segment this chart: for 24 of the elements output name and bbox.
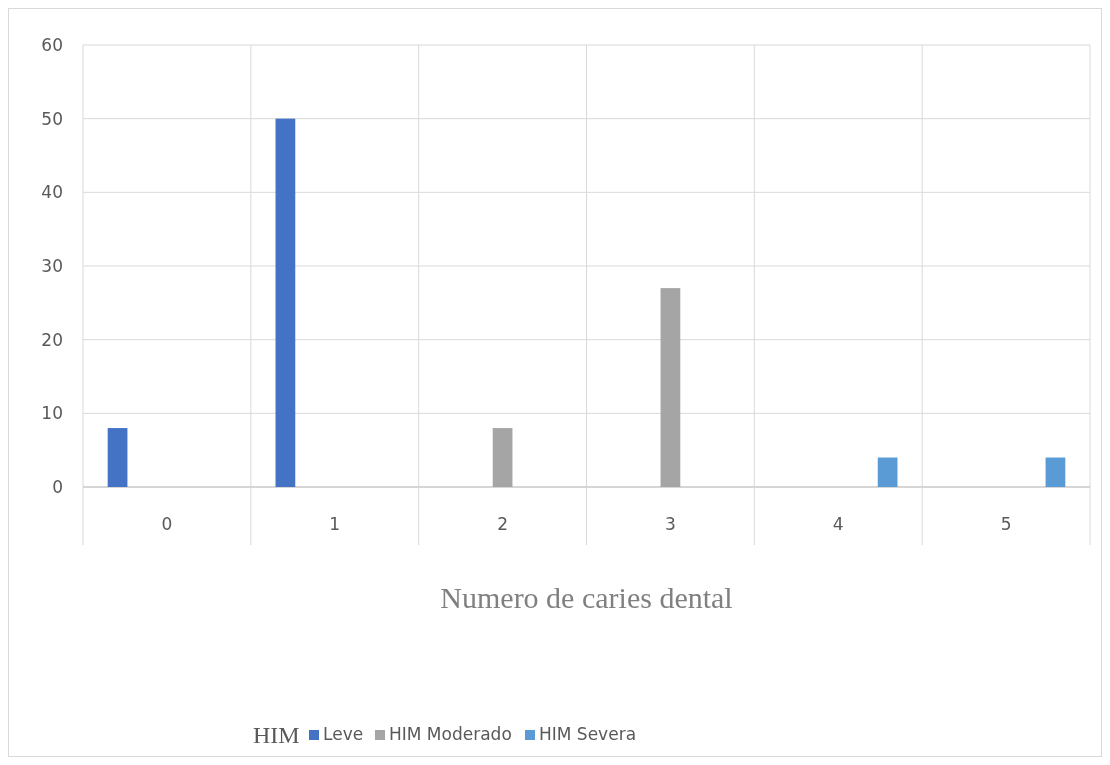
legend-label: HIM Severa — [539, 724, 637, 744]
x-tick-label: 1 — [329, 514, 341, 534]
y-tick-label: 10 — [41, 403, 63, 424]
x-tick-label: 0 — [161, 514, 173, 534]
x-axis-title: Numero de caries dental — [440, 581, 733, 614]
y-tick-label: 20 — [41, 329, 63, 350]
legend-label: HIM Moderado — [389, 724, 512, 744]
legend-title: HIM — [253, 722, 300, 748]
legend-label: Leve — [323, 724, 364, 744]
y-tick-label: 0 — [52, 477, 63, 497]
x-tick-label: 5 — [1000, 514, 1012, 534]
bar — [660, 288, 681, 487]
y-tick-label: 60 — [41, 35, 63, 55]
bar — [1045, 457, 1066, 487]
y-tick-label: 30 — [41, 256, 63, 276]
bar — [275, 118, 296, 487]
bar — [877, 457, 898, 487]
x-tick-label: 4 — [832, 514, 844, 534]
y-tick-label: 50 — [41, 108, 63, 129]
x-tick-label: 3 — [665, 514, 676, 534]
x-tick-label: 2 — [497, 514, 508, 534]
bar — [107, 428, 128, 487]
y-tick-label: 40 — [41, 182, 63, 203]
bar — [492, 428, 513, 487]
